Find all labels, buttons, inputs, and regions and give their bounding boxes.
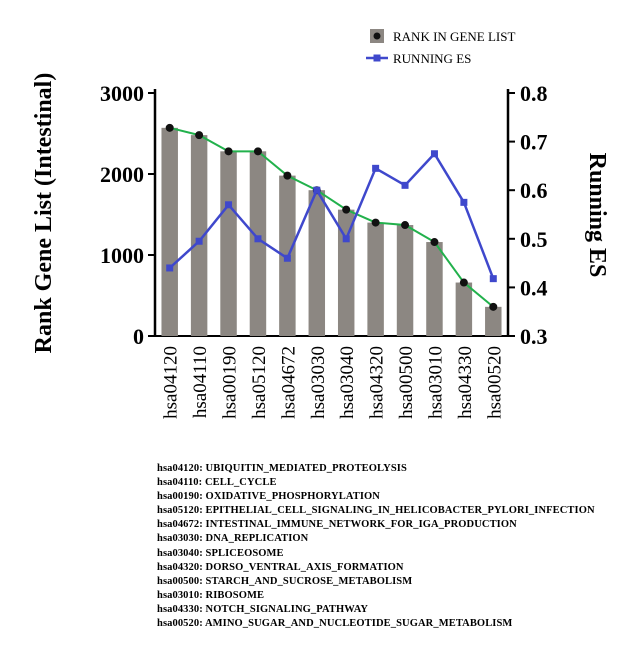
point-running-es bbox=[313, 186, 321, 194]
pathway-note: hsa03010: RIBOSOME bbox=[157, 589, 265, 601]
category-label: hsa04320 bbox=[367, 346, 388, 419]
category-label: hsa04120 bbox=[161, 346, 182, 419]
line-rank bbox=[169, 126, 494, 308]
bar-rank bbox=[367, 222, 384, 336]
point-rank bbox=[489, 302, 498, 311]
legend-label-rank: RANK IN GENE LIST bbox=[393, 29, 515, 44]
right-tick-label: 0.6 bbox=[520, 178, 548, 203]
pathway-note: hsa00190: OXIDATIVE_PHOSPHORYLATION bbox=[157, 491, 380, 503]
pathway-note: hsa03040: SPLICEOSOME bbox=[157, 547, 284, 559]
pathway-note: hsa04120: UBIQUITIN_MEDIATED_PROTEOLYSIS bbox=[157, 463, 407, 474]
point-rank bbox=[224, 147, 233, 156]
bar-rank bbox=[190, 135, 208, 336]
category-label: hsa00520 bbox=[484, 346, 505, 419]
point-rank bbox=[253, 147, 262, 156]
pathway-note: hsa05120: EPITHELIAL_CELL_SIGNALING_IN_H… bbox=[157, 505, 595, 517]
point-rank bbox=[195, 131, 204, 140]
left-tick-label: 3000 bbox=[100, 81, 144, 106]
point-running-es bbox=[489, 275, 497, 283]
pathway-note: hsa04110: CELL_CYCLE bbox=[157, 477, 277, 489]
pathway-note: hsa04320: DORSO_VENTRAL_AXIS_FORMATION bbox=[157, 561, 404, 573]
point-rank bbox=[401, 221, 410, 230]
bar-rank bbox=[220, 151, 237, 336]
category-label: hsa03010 bbox=[425, 346, 446, 419]
left-tick-label: 2000 bbox=[100, 162, 144, 187]
point-running-es bbox=[195, 237, 203, 245]
left-axis-title: Rank Gene List (Intestinal) bbox=[31, 73, 57, 354]
legend-marker-es bbox=[373, 54, 381, 62]
point-running-es bbox=[254, 235, 262, 243]
line-running-es bbox=[168, 151, 495, 280]
point-rank bbox=[371, 218, 380, 227]
legend-label-es: RUNNING ES bbox=[393, 51, 471, 66]
point-rank bbox=[430, 238, 439, 247]
bar-rank bbox=[396, 225, 414, 336]
left-tick-label: 0 bbox=[133, 324, 144, 349]
category-label: hsa03030 bbox=[308, 346, 329, 419]
point-rank bbox=[165, 123, 174, 132]
bar-rank bbox=[426, 242, 443, 336]
legend-marker-rank bbox=[373, 32, 381, 40]
left-tick-label: 1000 bbox=[100, 243, 144, 268]
bar-rank bbox=[161, 127, 178, 336]
category-label: hsa04330 bbox=[455, 346, 476, 419]
category-label: hsa05120 bbox=[249, 346, 270, 419]
point-running-es bbox=[225, 201, 233, 209]
pathway-note: hsa00500: STARCH_AND_SUCROSE_METABOLISM bbox=[157, 575, 413, 587]
point-rank bbox=[459, 278, 468, 287]
right-tick-label: 0.8 bbox=[520, 81, 548, 106]
category-label: hsa04110 bbox=[190, 346, 211, 418]
point-rank bbox=[342, 205, 351, 214]
point-running-es bbox=[430, 150, 438, 158]
bar-rank bbox=[455, 282, 473, 336]
right-tick-label: 0.3 bbox=[520, 324, 548, 349]
pathway-note: hsa04330: NOTCH_SIGNALING_PATHWAY bbox=[157, 603, 369, 615]
category-label: hsa00500 bbox=[396, 346, 417, 419]
right-tick-label: 0.5 bbox=[520, 227, 548, 252]
pathway-note: hsa03030: DNA_REPLICATION bbox=[157, 533, 309, 545]
bar-rank bbox=[308, 190, 326, 336]
point-running-es bbox=[342, 235, 350, 243]
point-running-es bbox=[401, 181, 409, 189]
bar-rank bbox=[337, 209, 355, 336]
point-rank bbox=[283, 171, 292, 180]
bar-rank bbox=[249, 151, 267, 336]
category-label: hsa04672 bbox=[278, 346, 299, 419]
pathway-note: hsa04672: INTESTINAL_IMMUNE_NETWORK_FOR_… bbox=[157, 519, 517, 531]
point-running-es bbox=[372, 164, 380, 172]
right-tick-label: 0.7 bbox=[520, 130, 548, 155]
pathway-legend-notes: hsa04120: UBIQUITIN_MEDIATED_PROTEOLYSIS… bbox=[157, 462, 595, 631]
category-label: hsa03040 bbox=[337, 346, 358, 419]
right-tick-label: 0.4 bbox=[520, 275, 548, 300]
point-running-es bbox=[166, 264, 174, 272]
right-axis-title: Running ES bbox=[584, 153, 610, 278]
point-running-es bbox=[283, 254, 291, 262]
point-running-es bbox=[460, 198, 468, 206]
category-label: hsa00190 bbox=[220, 346, 241, 419]
pathway-note: hsa00520: AMINO_SUGAR_AND_NUCLEOTIDE_SUG… bbox=[157, 618, 513, 630]
bar-rank bbox=[485, 306, 502, 336]
chart: 0 1000 2000 3000 0.3 0.4 0.5 0.6 0.7 0.8 Rank Gene… bbox=[31, 29, 610, 419]
